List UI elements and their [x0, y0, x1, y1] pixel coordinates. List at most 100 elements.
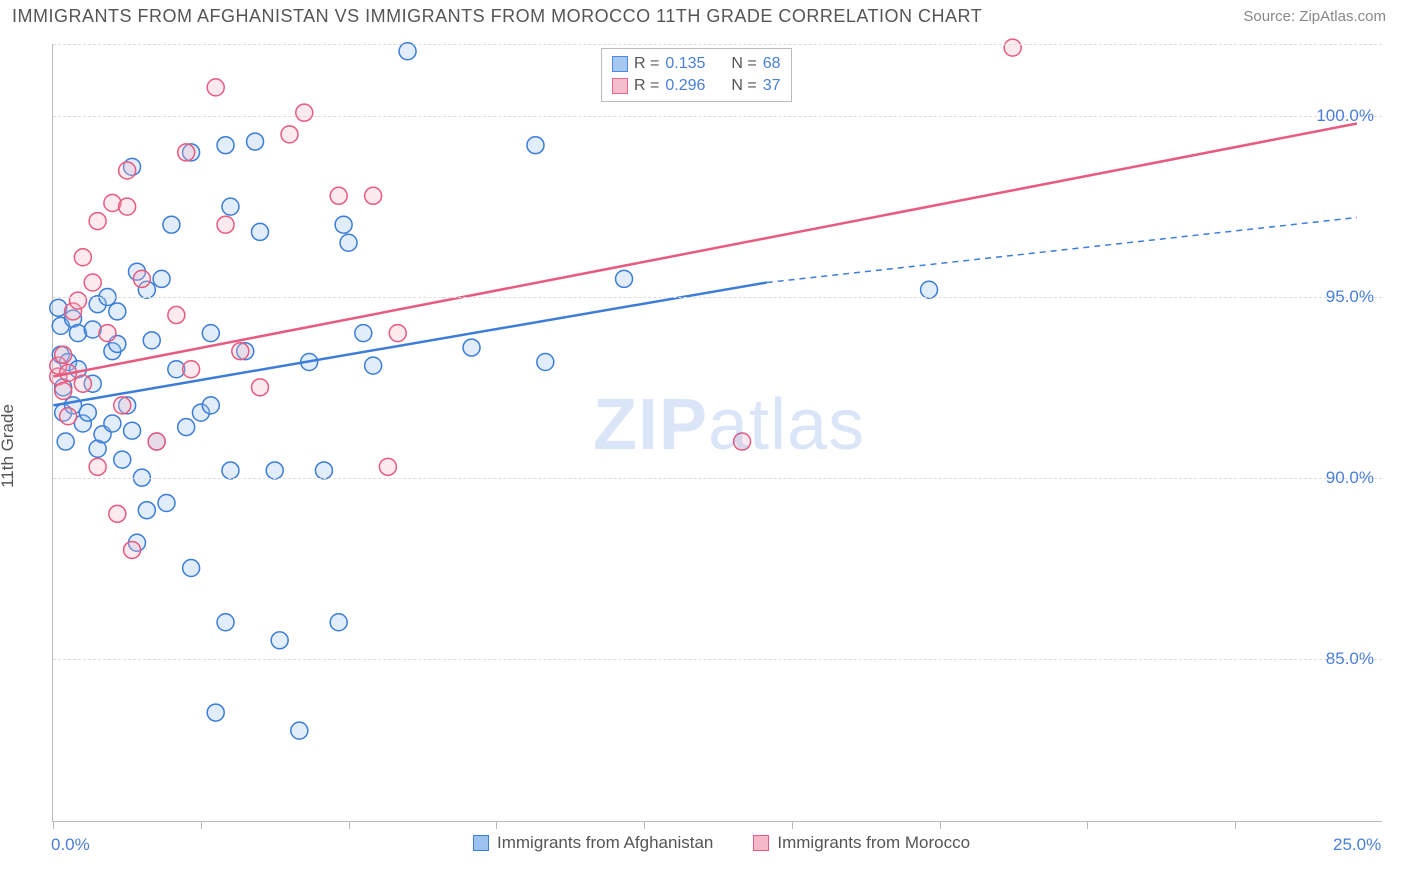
header: IMMIGRANTS FROM AFGHANISTAN VS IMMIGRANT…	[0, 0, 1406, 29]
x-tick	[644, 821, 645, 829]
correlation-legend: R =0.135N =68R =0.296N =37	[601, 48, 792, 102]
data-point	[148, 433, 165, 450]
trend-line-extrapolated	[767, 217, 1357, 282]
data-point	[60, 408, 77, 425]
series-name: Immigrants from Afghanistan	[497, 833, 713, 853]
data-point	[335, 216, 352, 233]
data-point	[921, 281, 938, 298]
data-point	[537, 354, 554, 371]
data-point	[69, 292, 86, 309]
data-point	[55, 346, 72, 363]
y-tick-label: 85.0%	[1326, 649, 1374, 669]
scatter-plot-svg	[53, 44, 1382, 821]
x-tick	[1235, 821, 1236, 829]
data-point	[138, 502, 155, 519]
x-tick	[940, 821, 941, 829]
legend-swatch	[612, 56, 628, 72]
gridline	[53, 659, 1382, 660]
x-tick-label: 0.0%	[51, 835, 90, 855]
legend-swatch	[473, 835, 489, 851]
source-attribution: Source: ZipAtlas.com	[1243, 8, 1386, 25]
data-point	[379, 458, 396, 475]
data-point	[222, 198, 239, 215]
data-point	[734, 433, 751, 450]
chart-title: IMMIGRANTS FROM AFGHANISTAN VS IMMIGRANT…	[12, 6, 982, 27]
data-point	[183, 361, 200, 378]
trend-line	[53, 283, 766, 406]
data-point	[217, 216, 234, 233]
data-point	[55, 382, 72, 399]
data-point	[84, 274, 101, 291]
data-point	[251, 223, 268, 240]
y-tick-label: 95.0%	[1326, 287, 1374, 307]
legend-r-label: R =	[634, 77, 659, 95]
data-point	[124, 541, 141, 558]
x-tick	[53, 821, 54, 829]
data-point	[315, 462, 332, 479]
legend-n-label: N =	[731, 55, 756, 73]
data-point	[389, 325, 406, 342]
y-axis-label: 11th Grade	[0, 404, 18, 488]
data-point	[114, 451, 131, 468]
legend-r-label: R =	[634, 55, 659, 73]
data-point	[202, 325, 219, 342]
data-point	[79, 404, 96, 421]
gridline	[53, 478, 1382, 479]
data-point	[178, 144, 195, 161]
data-point	[616, 270, 633, 287]
data-point	[119, 162, 136, 179]
data-point	[89, 458, 106, 475]
legend-row: R = 0.296 N = 37	[612, 75, 781, 97]
y-tick-label: 100.0%	[1316, 106, 1374, 126]
data-point	[104, 415, 121, 432]
data-point	[57, 433, 74, 450]
data-point	[330, 614, 347, 631]
legend-swatch	[612, 78, 628, 94]
data-point	[74, 375, 91, 392]
legend-swatch	[753, 835, 769, 851]
x-tick	[496, 821, 497, 829]
trend-line	[53, 124, 1357, 377]
data-point	[153, 270, 170, 287]
data-point	[74, 249, 91, 266]
legend-n-value: 68	[763, 55, 781, 73]
source-name: ZipAtlas.com	[1299, 8, 1386, 25]
data-point	[271, 632, 288, 649]
data-point	[119, 198, 136, 215]
legend-n-label: N =	[731, 77, 756, 95]
data-point	[183, 560, 200, 577]
data-point	[202, 397, 219, 414]
data-point	[114, 397, 131, 414]
data-point	[527, 137, 544, 154]
data-point	[1004, 39, 1021, 56]
data-point	[217, 137, 234, 154]
data-point	[109, 505, 126, 522]
data-point	[207, 79, 224, 96]
gridline	[53, 44, 1382, 45]
data-point	[266, 462, 283, 479]
data-point	[232, 343, 249, 360]
source-prefix: Source:	[1243, 8, 1299, 25]
data-point	[133, 270, 150, 287]
data-point	[124, 422, 141, 439]
data-point	[99, 325, 116, 342]
data-point	[143, 332, 160, 349]
data-point	[330, 187, 347, 204]
chart-container: 11th Grade ZIPatlas R =0.135N =68R =0.29…	[12, 36, 1394, 856]
data-point	[168, 307, 185, 324]
legend-row: R =0.135N =68	[612, 53, 781, 75]
x-tick-label: 25.0%	[1333, 835, 1381, 855]
data-point	[281, 126, 298, 143]
data-point	[207, 704, 224, 721]
series-legend-item: Immigrants from Afghanistan	[473, 833, 713, 853]
data-point	[158, 494, 175, 511]
data-point	[163, 216, 180, 233]
legend-r-value: 0.296	[665, 77, 705, 95]
data-point	[178, 419, 195, 436]
x-tick	[201, 821, 202, 829]
plot-area: ZIPatlas R =0.135N =68R =0.296N =37 Immi…	[52, 44, 1382, 822]
x-tick	[349, 821, 350, 829]
gridline	[53, 116, 1382, 117]
legend-n-value: 37	[763, 77, 781, 95]
data-point	[399, 43, 416, 60]
